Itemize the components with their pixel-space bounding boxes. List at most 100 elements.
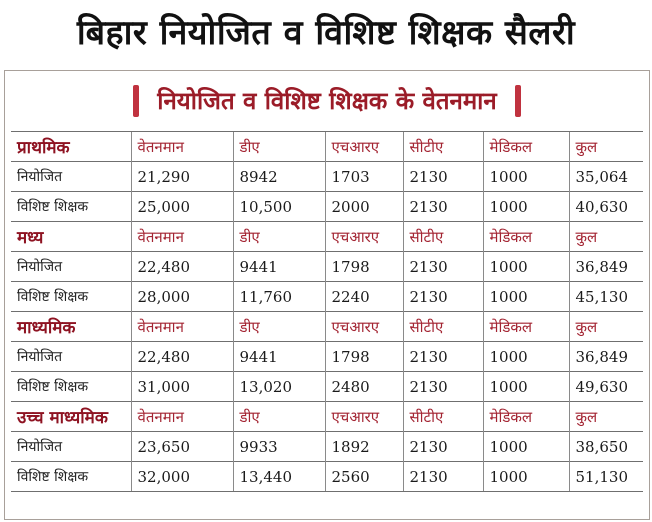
column-header: सीटीए	[402, 131, 483, 162]
column-header: मेडिकल	[482, 401, 569, 432]
column-header: कुल	[568, 311, 643, 342]
table-cell: 13,440	[232, 461, 325, 492]
table-cell: 45,130	[568, 281, 643, 312]
table-cell: 2480	[324, 371, 403, 402]
table-cell: 1000	[482, 251, 569, 282]
column-header: मेडिकल	[482, 221, 569, 252]
table-cell: 9933	[232, 431, 325, 462]
table-cell: 23,650	[130, 431, 233, 462]
table-row: नियोजित 22,480 9441 1798 2130 1000 36,849	[11, 251, 643, 282]
table-cell: 1000	[482, 281, 569, 312]
sub-title-text: नियोजित व विशिष्ट शिक्षक के वेतनमान	[157, 87, 497, 115]
table-cell: 28,000	[130, 281, 233, 312]
table-cell: 2130	[402, 461, 483, 492]
table-cell: 51,130	[568, 461, 643, 492]
column-header: मेडिकल	[482, 131, 569, 162]
table-cell: 21,290	[130, 161, 233, 192]
sub-title-banner: नियोजित व विशिष्ट शिक्षक के वेतनमान	[5, 81, 649, 121]
column-header: सीटीए	[402, 401, 483, 432]
column-header: वेतनमान	[130, 221, 233, 252]
table-row: विशिष्ट शिक्षक 31,000 13,020 2480 2130 1000 49…	[11, 371, 643, 402]
row-label: विशिष्ट शिक्षक	[11, 191, 131, 222]
table-cell: 2130	[402, 161, 483, 192]
sub-title: नियोजित व विशिष्ट शिक्षक के वेतनमान	[127, 81, 526, 121]
section-level-label: माध्यमिक	[11, 311, 131, 342]
table-cell: 36,849	[568, 251, 643, 282]
table-cell: 31,000	[130, 371, 233, 402]
column-header: डीए	[232, 131, 325, 162]
table-row: नियोजित 21,290 8942 1703 2130 1000 35,064	[11, 161, 643, 192]
column-header: वेतनमान	[130, 401, 233, 432]
table-cell: 40,630	[568, 191, 643, 222]
main-title: बिहार नियोजित व विशिष्ट शिक्षक सैलरी	[76, 13, 576, 53]
column-header: सीटीए	[402, 221, 483, 252]
table-row: विशिष्ट शिक्षक 32,000 13,440 2560 2130 1000 51…	[11, 461, 643, 492]
salary-card: नियोजित व विशिष्ट शिक्षक के वेतनमान प्रा…	[4, 70, 650, 520]
table-cell: 1000	[482, 341, 569, 372]
column-header: डीए	[232, 401, 325, 432]
column-header: वेतनमान	[130, 131, 233, 162]
section-level-label: प्राथमिक	[11, 131, 131, 162]
table-cell: 1000	[482, 191, 569, 222]
table-cell: 1000	[482, 161, 569, 192]
table-cell: 8942	[232, 161, 325, 192]
table-cell: 2130	[402, 341, 483, 372]
row-label: नियोजित	[11, 341, 131, 372]
banner-bar-left	[133, 85, 140, 117]
table-row: नियोजित 23,650 9933 1892 2130 1000 38,650	[11, 431, 643, 462]
table-cell: 2130	[402, 191, 483, 222]
column-header: कुल	[568, 131, 643, 162]
table-cell: 1798	[324, 341, 403, 372]
section-level-label: मध्य	[11, 221, 131, 252]
section-header-row: उच्च माध्यमिक वेतनमान डीए एचआरए सीटीए मेडिकल क…	[11, 401, 643, 432]
column-header: मेडिकल	[482, 311, 569, 342]
column-header: एचआरए	[324, 131, 403, 162]
table-cell: 25,000	[130, 191, 233, 222]
column-header: एचआरए	[324, 401, 403, 432]
table-row: विशिष्ट शिक्षक 28,000 11,760 2240 2130 1000 45…	[11, 281, 643, 312]
row-label: विशिष्ट शिक्षक	[11, 461, 131, 492]
table-cell: 1892	[324, 431, 403, 462]
column-header: कुल	[568, 401, 643, 432]
table-row: नियोजित 22,480 9441 1798 2130 1000 36,849	[11, 341, 643, 372]
column-header: वेतनमान	[130, 311, 233, 342]
column-header: एचआरए	[324, 221, 403, 252]
table-cell: 1000	[482, 461, 569, 492]
row-label: विशिष्ट शिक्षक	[11, 371, 131, 402]
table-cell: 2000	[324, 191, 403, 222]
table-cell: 2130	[402, 281, 483, 312]
column-header: सीटीए	[402, 311, 483, 342]
row-label: नियोजित	[11, 161, 131, 192]
table-cell: 49,630	[568, 371, 643, 402]
table-cell: 1703	[324, 161, 403, 192]
table-cell: 2130	[402, 431, 483, 462]
section-header-row: प्राथमिक वेतनमान डीए एचआरए सीटीए मेडिकल कुल	[11, 131, 643, 162]
section-level-label: उच्च माध्यमिक	[11, 401, 131, 432]
banner-bar-right	[514, 85, 521, 117]
table-cell: 1798	[324, 251, 403, 282]
table-cell: 2130	[402, 371, 483, 402]
table-cell: 35,064	[568, 161, 643, 192]
table-cell: 2240	[324, 281, 403, 312]
table-cell: 9441	[232, 341, 325, 372]
table-cell: 32,000	[130, 461, 233, 492]
table-row: विशिष्ट शिक्षक 25,000 10,500 2000 2130 1000 40…	[11, 191, 643, 222]
table-cell: 13,020	[232, 371, 325, 402]
column-header: एचआरए	[324, 311, 403, 342]
table-cell: 9441	[232, 251, 325, 282]
table-cell: 1000	[482, 431, 569, 462]
table-cell: 2130	[402, 251, 483, 282]
section-header-row: माध्यमिक वेतनमान डीए एचआरए सीटीए मेडिकल कुल	[11, 311, 643, 342]
row-label: विशिष्ट शिक्षक	[11, 281, 131, 312]
table-cell: 11,760	[232, 281, 325, 312]
table-cell: 10,500	[232, 191, 325, 222]
table-cell: 38,650	[568, 431, 643, 462]
salary-table: प्राथमिक वेतनमान डीए एचआरए सीटीए मेडिकल कुल निय…	[11, 131, 643, 492]
column-header: डीए	[232, 311, 325, 342]
table-cell: 22,480	[130, 341, 233, 372]
row-label: नियोजित	[11, 431, 131, 462]
row-label: नियोजित	[11, 251, 131, 282]
table-cell: 1000	[482, 371, 569, 402]
column-header: डीए	[232, 221, 325, 252]
section-header-row: मध्य वेतनमान डीए एचआरए सीटीए मेडिकल कुल	[11, 221, 643, 252]
